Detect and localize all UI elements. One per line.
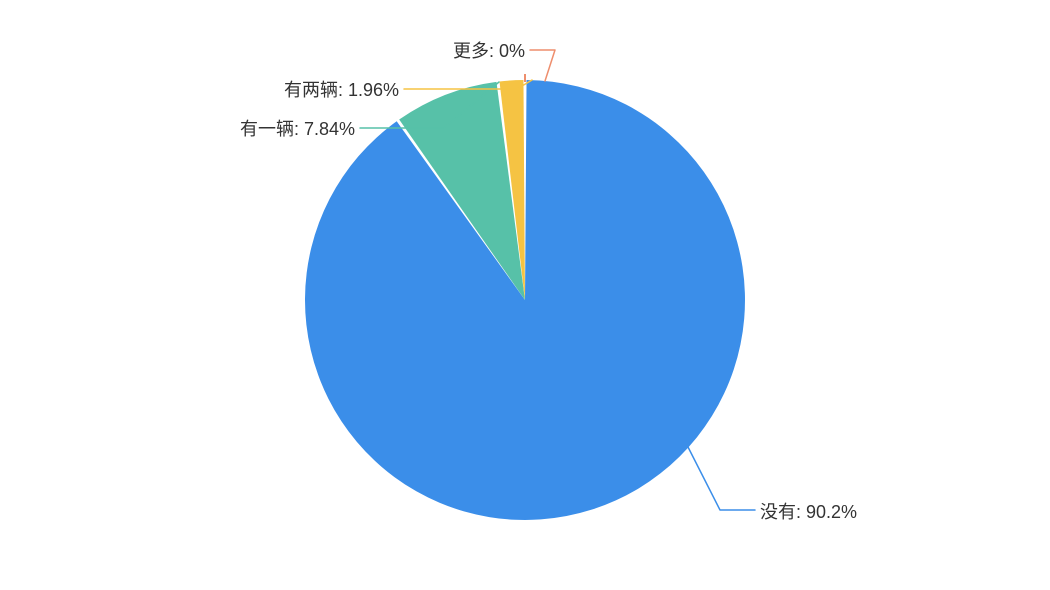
pie-svg xyxy=(0,0,1050,590)
leader-line-more xyxy=(530,50,555,81)
leader-line-none xyxy=(688,447,755,510)
slice-label-more: 更多: 0% xyxy=(453,42,525,60)
pie-slice-none xyxy=(305,80,745,520)
pie-chart: 没有: 90.2% 有一辆: 7.84% 有两辆: 1.96% 更多: 0% xyxy=(0,0,1050,590)
slice-label-one: 有一辆: 7.84% xyxy=(240,120,355,138)
slice-label-none: 没有: 90.2% xyxy=(760,503,857,521)
slice-label-two: 有两辆: 1.96% xyxy=(284,81,399,99)
